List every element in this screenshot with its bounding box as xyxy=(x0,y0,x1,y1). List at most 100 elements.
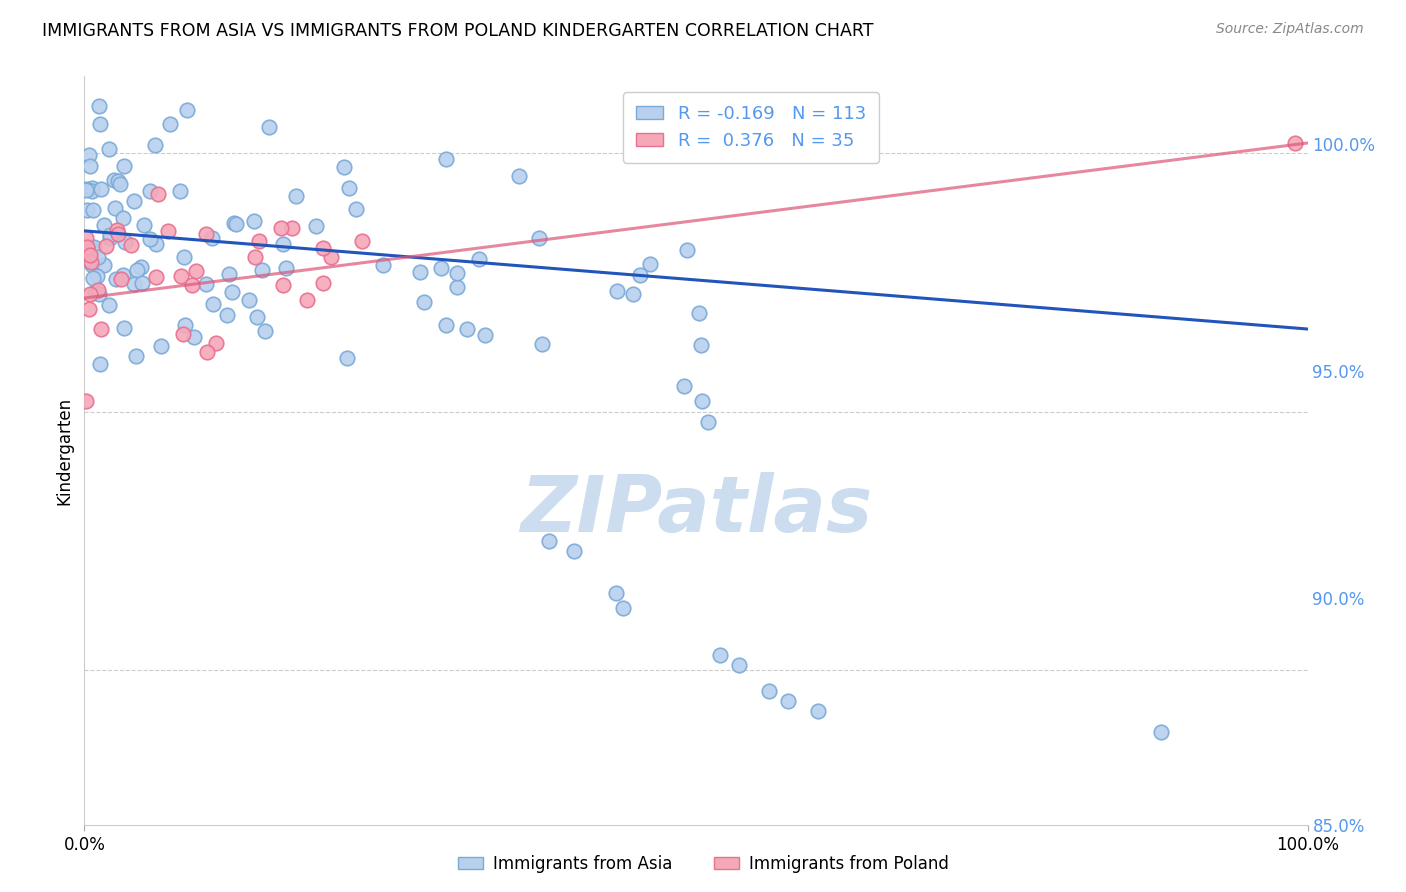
Point xyxy=(173,250,195,264)
Point xyxy=(246,310,269,325)
Point xyxy=(321,250,343,264)
Point xyxy=(612,601,634,615)
Point xyxy=(468,252,491,267)
Point xyxy=(76,202,98,217)
Point xyxy=(131,277,153,291)
Point xyxy=(412,295,434,310)
Point xyxy=(83,285,105,300)
Point xyxy=(98,227,121,242)
Point xyxy=(143,137,166,152)
Point xyxy=(333,161,356,175)
Point xyxy=(197,345,219,359)
Point xyxy=(621,287,644,301)
Point xyxy=(186,264,208,278)
Point xyxy=(105,272,128,286)
Point xyxy=(243,250,266,264)
Point xyxy=(139,184,162,198)
Point xyxy=(221,285,243,300)
Legend: Immigrants from Asia, Immigrants from Poland: Immigrants from Asia, Immigrants from Po… xyxy=(451,848,955,880)
Point xyxy=(690,394,713,409)
Point xyxy=(194,277,217,291)
Point xyxy=(1284,136,1306,150)
Point xyxy=(76,240,98,254)
Point xyxy=(242,214,264,228)
Point xyxy=(776,694,799,708)
Point xyxy=(90,322,112,336)
Point xyxy=(132,219,155,233)
Point xyxy=(305,219,328,234)
Point xyxy=(112,320,135,334)
Point xyxy=(204,336,226,351)
Point xyxy=(434,152,457,166)
Point xyxy=(180,278,202,293)
Point xyxy=(75,183,97,197)
Point xyxy=(215,308,238,322)
Point xyxy=(688,306,710,320)
Point xyxy=(107,174,129,188)
Point xyxy=(105,223,128,237)
Point xyxy=(409,264,432,278)
Point xyxy=(139,232,162,246)
Text: Source: ZipAtlas.com: Source: ZipAtlas.com xyxy=(1216,22,1364,37)
Point xyxy=(75,253,97,268)
Point xyxy=(429,260,451,275)
Point xyxy=(114,235,136,249)
Point xyxy=(111,211,134,226)
Point xyxy=(605,585,627,599)
Point xyxy=(676,243,699,257)
Point xyxy=(112,159,135,173)
Point xyxy=(94,239,117,253)
Point xyxy=(75,231,97,245)
Point xyxy=(121,237,143,252)
Point xyxy=(173,318,195,333)
Point xyxy=(508,169,530,183)
Point xyxy=(97,297,120,311)
Point xyxy=(104,201,127,215)
Point xyxy=(176,103,198,118)
Point xyxy=(112,268,135,282)
Point xyxy=(690,337,713,351)
Point xyxy=(77,301,100,316)
Point xyxy=(93,258,115,272)
Point xyxy=(79,159,101,173)
Point xyxy=(456,322,478,336)
Point xyxy=(727,657,749,672)
Point xyxy=(628,268,651,283)
Point xyxy=(110,178,132,192)
Point xyxy=(82,184,104,198)
Point xyxy=(156,224,179,238)
Point xyxy=(344,202,367,217)
Point xyxy=(146,187,169,202)
Point xyxy=(224,216,246,230)
Y-axis label: Kindergarten: Kindergarten xyxy=(55,396,73,505)
Point xyxy=(562,544,585,558)
Point xyxy=(75,394,97,409)
Point xyxy=(172,326,194,341)
Point xyxy=(270,220,292,235)
Point xyxy=(446,279,468,293)
Point xyxy=(77,148,100,162)
Point xyxy=(202,297,225,311)
Point xyxy=(697,415,720,429)
Point xyxy=(606,284,628,298)
Point xyxy=(87,250,110,264)
Point xyxy=(82,271,104,285)
Point xyxy=(122,277,145,292)
Point xyxy=(709,648,731,662)
Point xyxy=(271,277,294,292)
Text: IMMIGRANTS FROM ASIA VS IMMIGRANTS FROM POLAND KINDERGARTEN CORRELATION CHART: IMMIGRANTS FROM ASIA VS IMMIGRANTS FROM … xyxy=(42,22,873,40)
Point xyxy=(80,181,103,195)
Point xyxy=(337,180,360,194)
Point xyxy=(170,269,193,284)
Point xyxy=(86,269,108,284)
Point xyxy=(103,173,125,187)
Point xyxy=(274,261,297,276)
Point xyxy=(218,267,240,281)
Point xyxy=(90,182,112,196)
Point xyxy=(434,318,457,332)
Point xyxy=(149,339,172,353)
Point xyxy=(125,263,148,277)
Point xyxy=(89,117,111,131)
Point xyxy=(194,227,217,241)
Point xyxy=(247,234,270,248)
